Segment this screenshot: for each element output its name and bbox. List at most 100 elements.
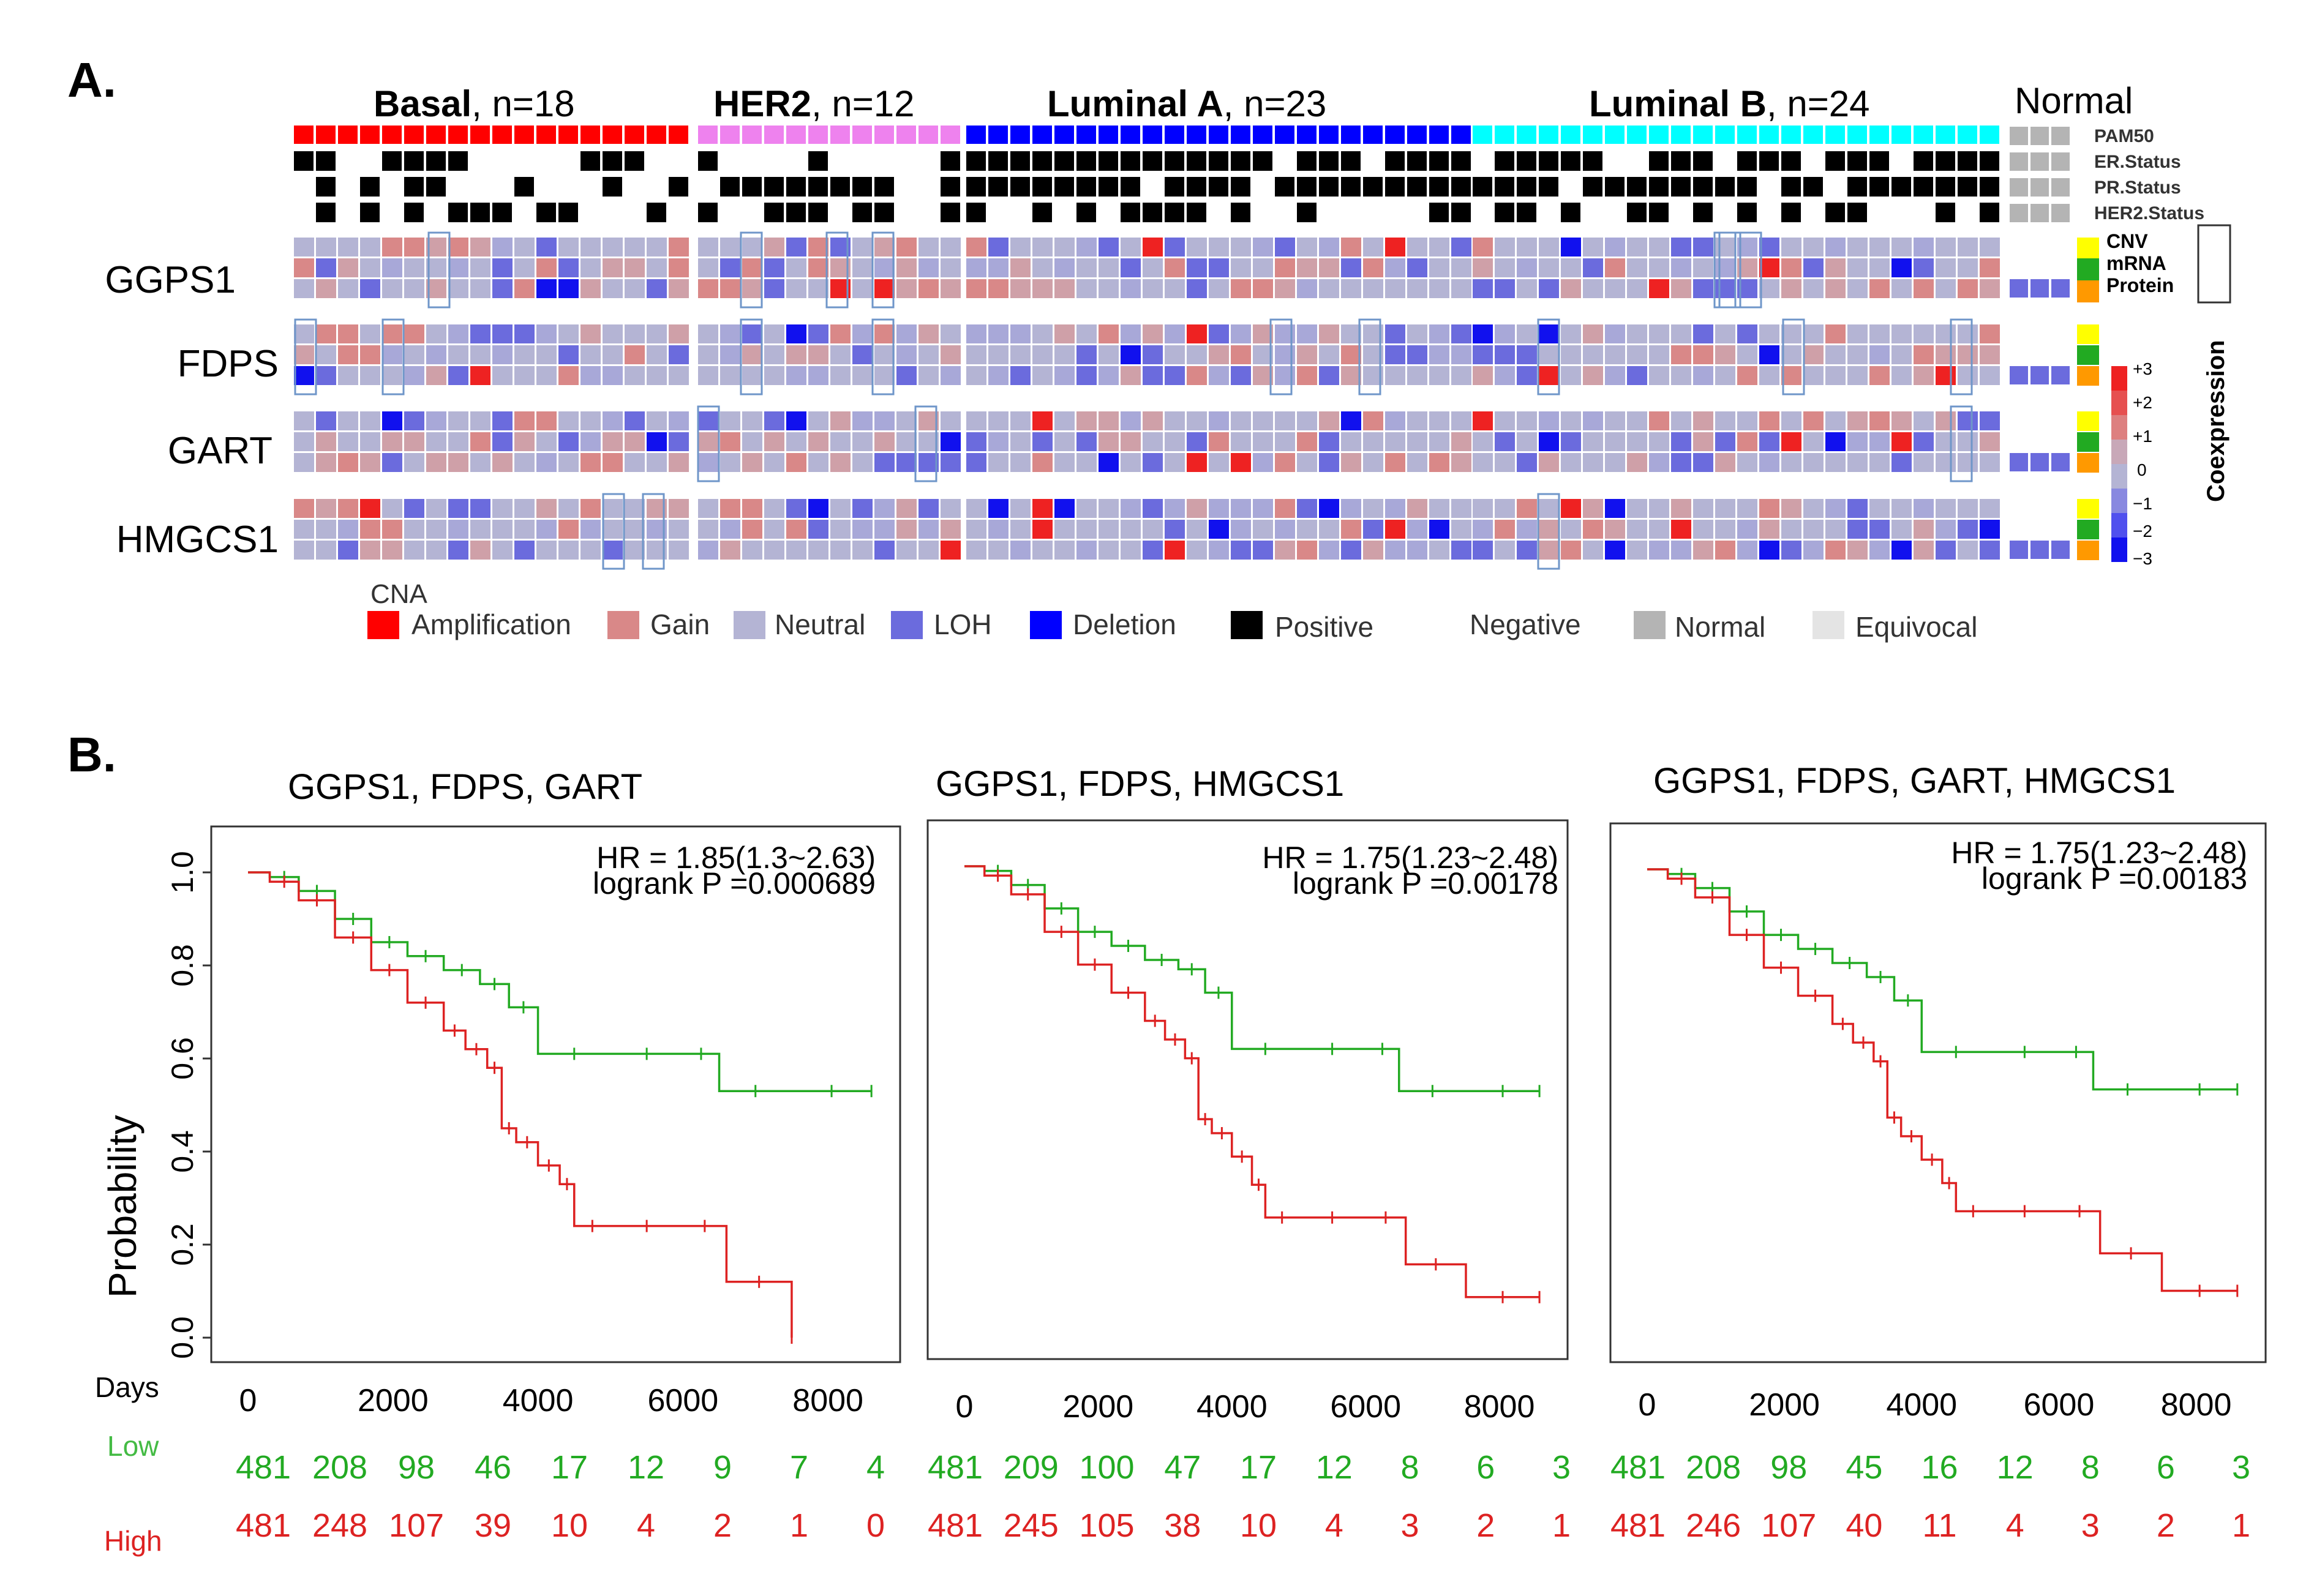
heatmap-cell <box>514 366 535 385</box>
status-cell <box>1847 203 1867 222</box>
heatmap-cell <box>1099 258 1119 277</box>
heatmap-cell <box>698 238 718 257</box>
risk-low-value: 98 <box>1770 1449 1807 1486</box>
heatmap-cell <box>1781 258 1801 277</box>
heatmap-cell <box>647 279 667 298</box>
heatmap-cell <box>514 258 535 277</box>
heatmap-cell <box>1693 258 1713 277</box>
heatmap-cell <box>1825 258 1846 277</box>
heatmap-cell <box>1936 258 1956 277</box>
heatmap-cell <box>382 238 402 257</box>
status-cell <box>1099 151 1118 171</box>
heatmap-cell <box>988 324 1009 343</box>
heatmap-cell <box>1561 432 1581 451</box>
status-cell <box>941 177 960 197</box>
heatmap-cell <box>603 432 623 451</box>
heatmap-cell <box>1561 541 1581 560</box>
heatmap-cell <box>1693 279 1713 298</box>
heatmap-cell <box>603 238 623 257</box>
heatmap-cell <box>492 453 513 472</box>
heatmap-cell <box>1165 499 1185 518</box>
status-cell <box>1451 203 1471 222</box>
heatmap-cell <box>669 324 689 343</box>
heatmap-cell <box>1319 453 1339 472</box>
status-cell <box>1429 203 1449 222</box>
coexpression-title: Coexpression <box>2203 340 2229 502</box>
heatmap-cell <box>492 258 513 277</box>
normal-heatmap-cell <box>2030 453 2049 471</box>
pam50-cell <box>1143 126 1162 144</box>
heatmap-cell <box>1209 345 1229 364</box>
heatmap-cell <box>514 324 535 343</box>
heatmap-cell <box>1253 279 1273 298</box>
heatmap-cell <box>698 411 718 430</box>
heatmap-cell <box>874 453 895 472</box>
heatmap-cell <box>1231 258 1251 277</box>
heatmap-cell <box>896 345 917 364</box>
pam50-cell <box>852 126 872 144</box>
gene-label-fdps: FDPS <box>178 343 279 385</box>
heatmap-cell <box>1231 432 1251 451</box>
highlight-outline <box>294 318 317 395</box>
scale-tick-minus1: −1 <box>2133 494 2152 513</box>
status-cell <box>1517 203 1536 222</box>
status-cell <box>1980 151 1999 171</box>
heatmap-cell <box>1010 432 1031 451</box>
group-n-luminal-b: , n=24 <box>1767 83 1870 124</box>
highlight-outline <box>602 493 625 570</box>
heatmap-cell <box>1209 324 1229 343</box>
heatmap-cell <box>896 411 917 430</box>
pam50-cell <box>874 126 894 144</box>
heatmap-cell <box>966 411 986 430</box>
heatmap-cell <box>1605 432 1625 451</box>
status-cell <box>1032 203 1052 222</box>
scale-tick-minus2: −2 <box>2133 522 2152 541</box>
pam50-cell <box>1165 126 1184 144</box>
heatmap-cell <box>338 453 358 472</box>
heatmap-cell <box>1737 520 1757 539</box>
heatmap-cell <box>1980 453 2000 472</box>
heatmap-cell <box>1495 520 1515 539</box>
heatmap-cell <box>647 324 667 343</box>
heatmap-cell <box>1473 279 1493 298</box>
heatmap-cell <box>1693 453 1713 472</box>
heatmap-cell <box>1385 366 1405 385</box>
heatmap-cell <box>1076 499 1097 518</box>
gene-block-bg <box>1471 410 2002 475</box>
heatmap-cell <box>1627 499 1647 518</box>
heatmap-cell <box>1891 499 1912 518</box>
heatmap-cell <box>918 324 939 343</box>
heatmap-cell <box>1187 541 1207 560</box>
heatmap-cell <box>1737 366 1757 385</box>
heatmap-cell <box>1407 258 1427 277</box>
heatmap-cell <box>896 499 917 518</box>
status-cell <box>1187 177 1206 197</box>
heatmap-cell <box>1231 499 1251 518</box>
normal-status-cell <box>2051 152 2070 171</box>
heatmap-cell <box>1605 499 1625 518</box>
y-tick-label: 0.4 <box>165 1130 200 1173</box>
heatmap-cell <box>1980 345 2000 364</box>
heatmap-cell <box>294 520 314 539</box>
heatmap-cell <box>1759 453 1779 472</box>
heatmap-cell <box>918 279 939 298</box>
heatmap-cell <box>1605 411 1625 430</box>
heatmap-cell <box>1891 345 1912 364</box>
heatmap-cell <box>1781 541 1801 560</box>
heatmap-cell <box>1605 366 1625 385</box>
x-tick-label: 0 <box>239 1383 257 1418</box>
heatmap-cell <box>1429 432 1449 451</box>
heatmap-cell <box>669 279 689 298</box>
heatmap-cell <box>896 238 917 257</box>
heatmap-cell <box>764 541 784 560</box>
heatmap-cell <box>808 499 828 518</box>
heatmap-cell <box>808 520 828 539</box>
omics-legend-swatch <box>2077 261 2099 280</box>
heatmap-cell <box>1671 411 1691 430</box>
heatmap-cell <box>1649 366 1669 385</box>
legend-swatch-neutral <box>734 611 765 639</box>
heatmap-cell <box>1759 541 1779 560</box>
heatmap-cell <box>1936 279 1956 298</box>
status-cell <box>1473 177 1492 197</box>
heatmap-cell <box>1187 238 1207 257</box>
